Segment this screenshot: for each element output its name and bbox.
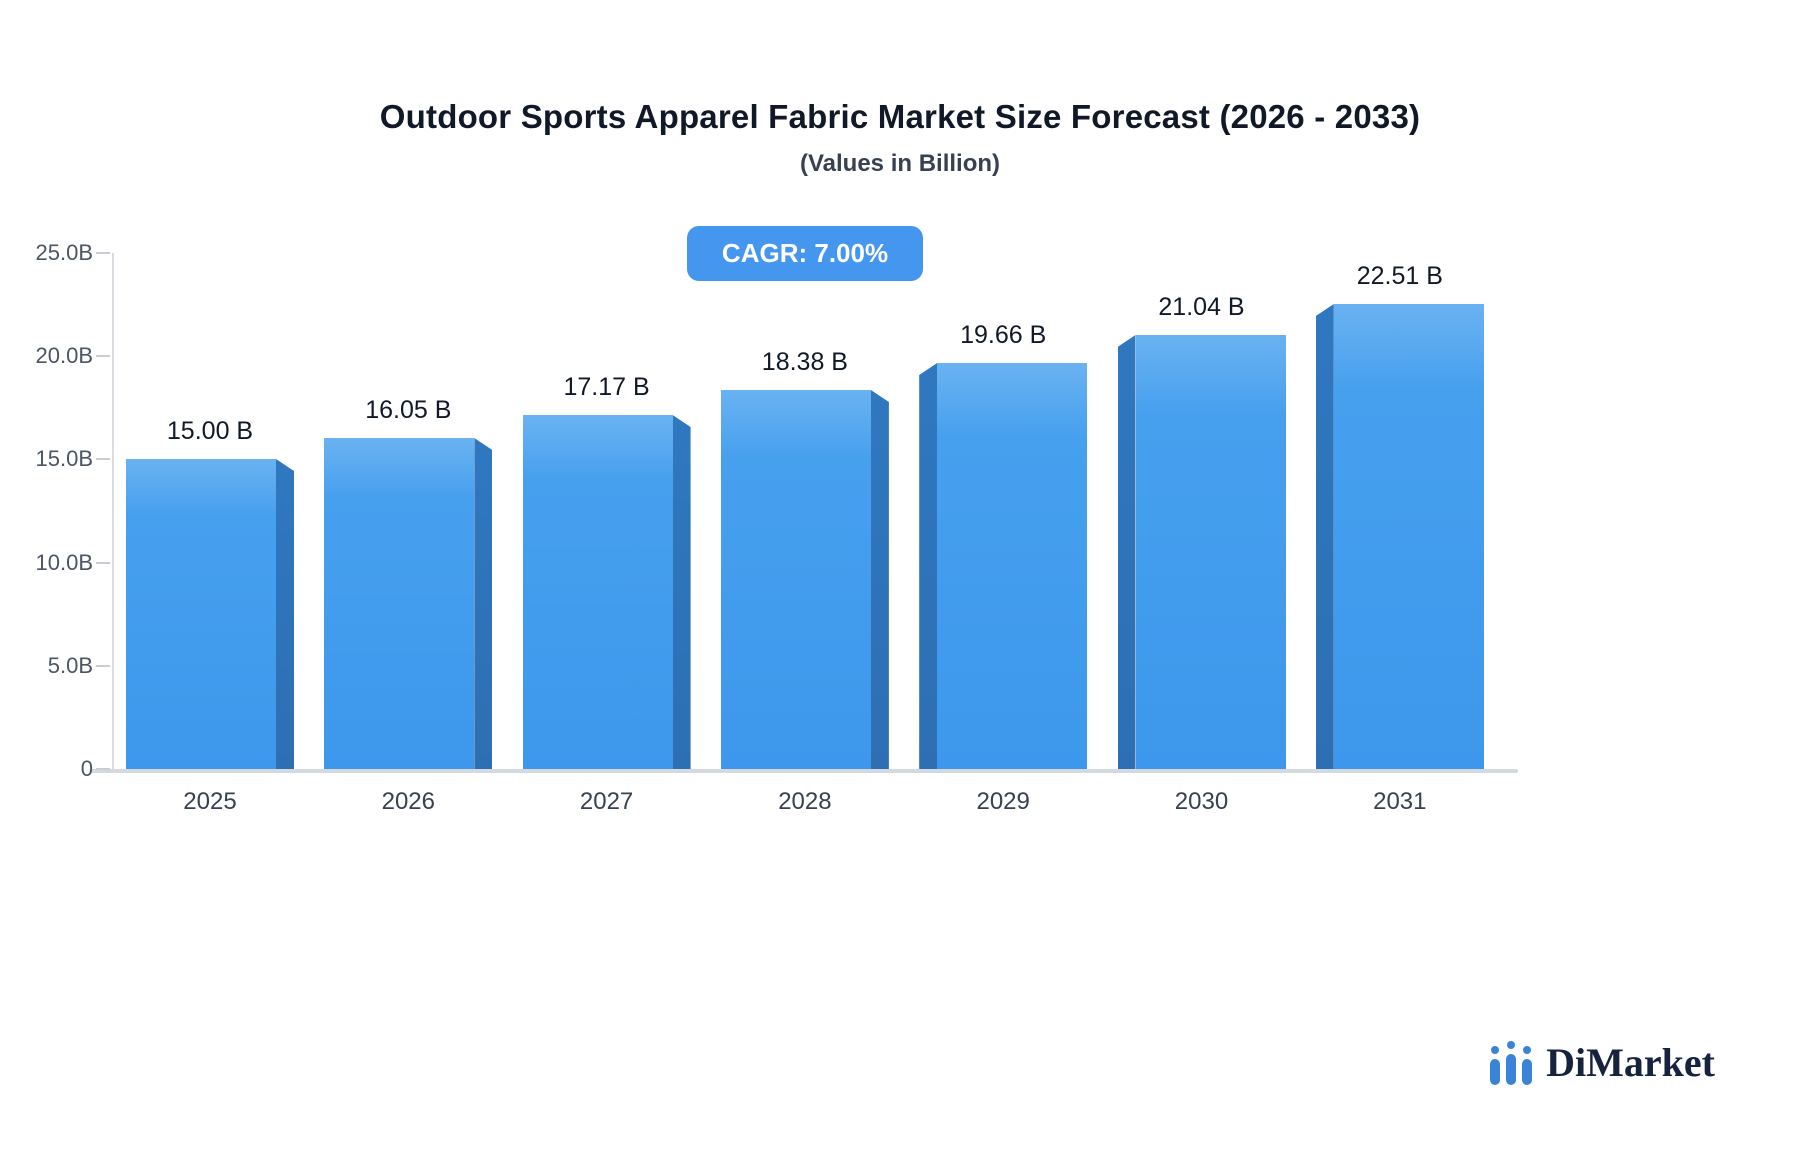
bar-face bbox=[937, 363, 1088, 769]
y-tick-mark bbox=[96, 252, 110, 254]
y-tick-label: 0 bbox=[80, 756, 93, 781]
x-axis-label: 2028 bbox=[778, 788, 832, 815]
chart-title: Outdoor Sports Apparel Fabric Market Siz… bbox=[379, 98, 1421, 135]
x-axis-label: 2026 bbox=[381, 788, 435, 815]
bar-side-3d bbox=[672, 415, 691, 769]
logo-text: DiMarket bbox=[1546, 1040, 1715, 1085]
bar-side-3d bbox=[919, 363, 938, 769]
x-axis-label: 2027 bbox=[579, 788, 634, 815]
bar bbox=[1315, 304, 1484, 769]
y-tick-mark bbox=[96, 768, 110, 770]
bar-value-label: 19.66 B bbox=[960, 321, 1047, 349]
bar bbox=[324, 438, 493, 769]
bar-side-3d bbox=[870, 390, 889, 769]
bar-face bbox=[1333, 304, 1484, 769]
bar-chart-icon bbox=[1490, 1040, 1533, 1085]
bar-side-3d bbox=[276, 459, 294, 769]
brand-logo: DiMarket bbox=[1488, 1039, 1715, 1086]
bar-face bbox=[1135, 335, 1286, 769]
x-axis-baseline bbox=[90, 769, 1518, 773]
bar-face bbox=[720, 390, 871, 769]
cagr-badge: CAGR: 7.00% bbox=[687, 226, 923, 281]
y-tick-label: 10.0B bbox=[35, 549, 94, 575]
bar-face bbox=[126, 459, 276, 769]
y-tick-label: 15.0B bbox=[35, 446, 94, 472]
x-axis-label: 2031 bbox=[1373, 788, 1427, 815]
bar-value-label: 22.51 B bbox=[1356, 262, 1443, 290]
y-tick-mark bbox=[96, 664, 110, 667]
bar-face bbox=[324, 438, 475, 769]
bar-face bbox=[522, 415, 673, 769]
bar bbox=[522, 415, 691, 769]
x-axis-label: 2025 bbox=[183, 788, 237, 815]
bar-side-3d bbox=[1315, 304, 1334, 769]
bar-value-label: 21.04 B bbox=[1158, 293, 1245, 321]
bar bbox=[919, 363, 1088, 769]
bar-side-3d bbox=[1117, 335, 1136, 769]
y-tick-label: 20.0B bbox=[35, 343, 94, 369]
bar-value-label: 17.17 B bbox=[563, 373, 650, 401]
y-tick-mark bbox=[96, 355, 110, 358]
y-tick-label: 5.0B bbox=[47, 652, 93, 678]
y-tick-mark bbox=[96, 561, 110, 564]
x-axis-label: 2030 bbox=[1174, 788, 1229, 815]
bar bbox=[1117, 335, 1286, 769]
bar bbox=[720, 390, 889, 769]
bar-value-label: 18.38 B bbox=[761, 348, 848, 376]
bar-side-3d bbox=[474, 438, 493, 769]
bar-value-label: 15.00 B bbox=[166, 417, 254, 445]
y-tick-mark bbox=[96, 458, 110, 461]
x-axis-label: 2029 bbox=[976, 788, 1030, 815]
chart-subtitle: (Values in Billion) bbox=[799, 150, 1001, 177]
bar-value-label: 16.05 B bbox=[365, 396, 452, 424]
bar bbox=[126, 459, 294, 769]
y-axis-line bbox=[112, 253, 114, 771]
y-tick-label: 25.0B bbox=[35, 240, 94, 265]
